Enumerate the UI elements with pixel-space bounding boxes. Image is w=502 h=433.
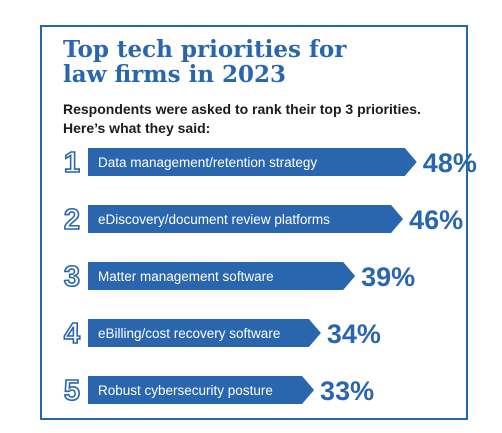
rank-number: 5 <box>64 375 80 407</box>
title-line-1: Top tech priorities for <box>63 36 347 63</box>
bar-row: 2 eDiscovery/document review platforms 46% <box>63 203 463 237</box>
bar-row: 5 Robust cybersecurity posture 33% <box>63 374 374 408</box>
bar-value-label: 39% <box>361 262 415 292</box>
rank-number: 1 <box>64 147 80 179</box>
bar <box>88 148 417 176</box>
bar <box>88 205 404 233</box>
bar-value-label: 33% <box>320 376 374 406</box>
bar <box>88 319 321 347</box>
title-line-2: law firms in 2023 <box>63 61 287 88</box>
rank-number: 4 <box>64 318 80 350</box>
subtitle-line-1: Respondents were asked to rank their top… <box>63 101 421 117</box>
chart-title: Top tech priorities for law firms in 202… <box>63 37 463 87</box>
bar-category-label: Matter management software <box>98 269 274 284</box>
bar-category-label: Data management/retention strategy <box>98 155 317 170</box>
chart-subtitle: Respondents were asked to rank their top… <box>63 100 468 138</box>
bar-category-label: eBilling/cost recovery software <box>98 326 280 341</box>
bar-row: 1 Data management/retention strategy 48% <box>63 146 477 180</box>
rank-number: 2 <box>64 204 80 236</box>
bar-value-label: 34% <box>327 319 381 349</box>
rank-number: 3 <box>64 261 80 293</box>
bar-row: 3 Matter management software 39% <box>63 260 415 294</box>
bar-category-label: Robust cybersecurity posture <box>98 383 273 398</box>
bar <box>88 262 356 290</box>
subtitle-line-2: Here’s what they said: <box>63 120 211 136</box>
bar-value-label: 48% <box>423 148 477 178</box>
bar-row: 4 eBilling/cost recovery software 34% <box>63 317 381 351</box>
bar <box>88 376 315 404</box>
bar-category-label: eDiscovery/document review platforms <box>98 212 330 227</box>
bar-value-label: 46% <box>409 205 463 235</box>
